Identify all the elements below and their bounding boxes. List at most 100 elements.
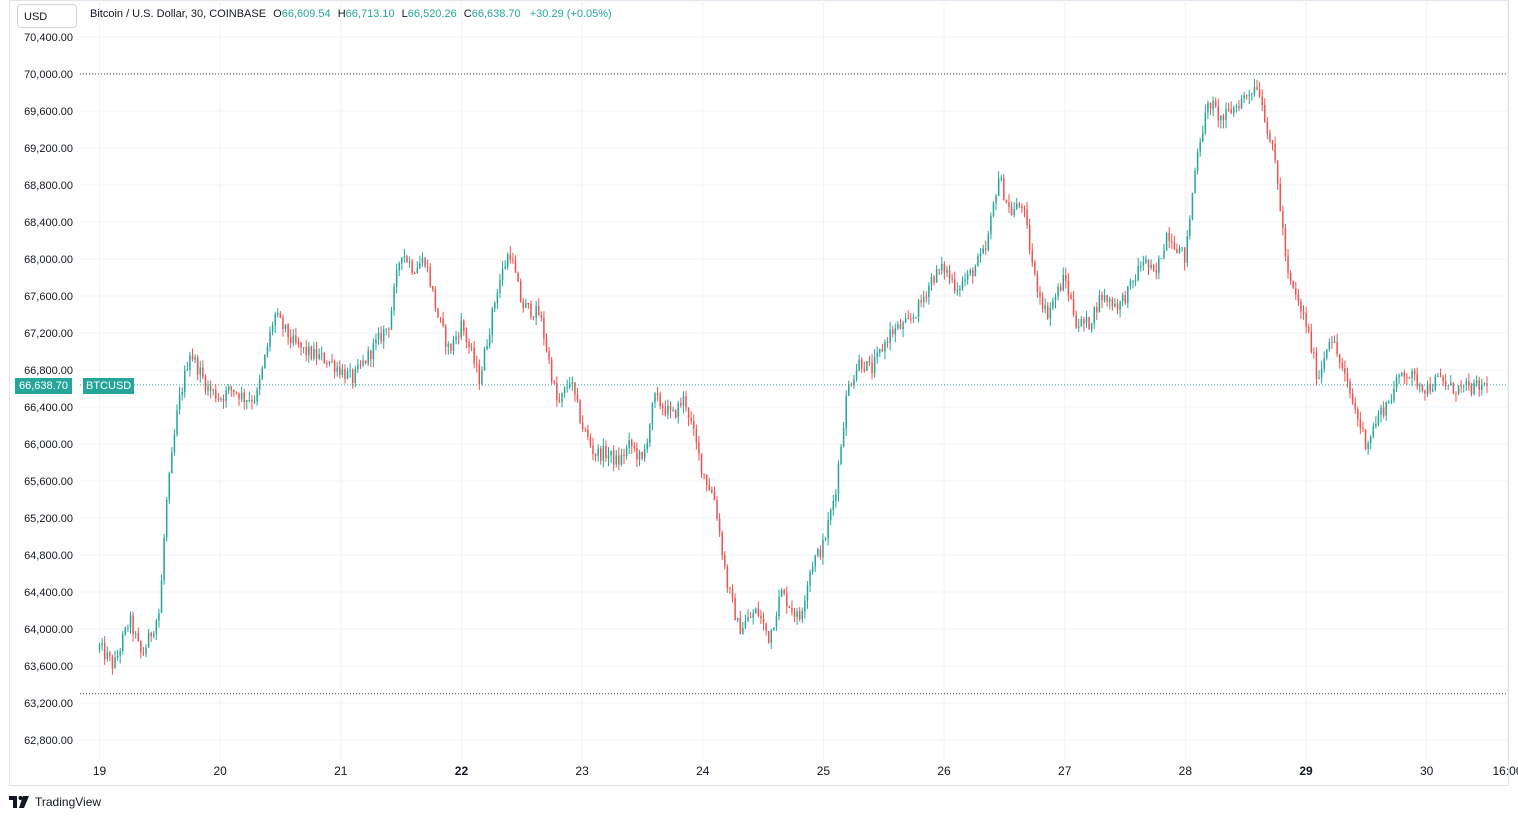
candle-body — [424, 258, 426, 267]
candle-body — [654, 393, 656, 403]
candle-body — [984, 248, 987, 250]
candle-body — [1258, 89, 1261, 97]
candle-body — [1310, 331, 1313, 353]
candle-body — [1292, 280, 1294, 289]
candle-body — [953, 279, 956, 291]
candle-body — [1059, 286, 1062, 291]
candle-body — [1142, 262, 1145, 266]
candle-body — [491, 308, 493, 335]
candle-body — [1207, 102, 1209, 113]
currency-button[interactable]: USD — [17, 4, 77, 28]
candle-body — [261, 367, 264, 379]
candle-body — [517, 272, 519, 282]
candle-body — [819, 549, 822, 558]
candle-body — [964, 279, 966, 282]
candle-body — [1178, 247, 1181, 254]
candle-body — [540, 315, 543, 318]
candle-body — [902, 322, 904, 330]
candle-body — [713, 492, 716, 501]
candle-body — [1256, 86, 1258, 90]
candle-body — [563, 387, 566, 394]
candle-body — [1240, 98, 1243, 109]
candle-body — [938, 269, 940, 271]
candle-body — [685, 396, 687, 408]
candle-body — [599, 448, 602, 461]
candle-body — [302, 347, 305, 349]
candle-body — [509, 254, 512, 260]
candle-body — [680, 403, 682, 406]
x-tick-label: 23 — [575, 764, 589, 778]
candle-body — [284, 324, 287, 329]
candle-body — [1111, 299, 1114, 307]
candle-body — [483, 348, 486, 371]
candle-body — [514, 259, 517, 273]
candle-body — [992, 203, 995, 217]
candle-body — [1372, 426, 1375, 437]
candle-body — [1406, 376, 1408, 378]
candle-body — [742, 627, 744, 635]
candle-body — [375, 339, 377, 344]
candle-body — [258, 378, 261, 390]
legend-high-label: H — [337, 8, 346, 20]
candle-body — [700, 453, 703, 474]
candle-body — [1036, 274, 1039, 292]
candle-body — [196, 357, 199, 375]
candle-body — [437, 308, 439, 318]
x-tick-label: 30 — [1420, 764, 1434, 778]
candle-body — [920, 300, 922, 303]
candle-body — [277, 313, 279, 315]
candle-body — [1098, 294, 1101, 313]
candle-body — [1116, 303, 1119, 310]
candle-body — [1455, 393, 1457, 395]
candle-body — [1121, 295, 1124, 302]
candle-body — [202, 367, 204, 377]
candle-body — [230, 386, 233, 390]
candle-body — [308, 346, 310, 356]
candle-body — [1439, 376, 1442, 378]
candle-body — [556, 382, 558, 401]
candle-body — [1015, 203, 1018, 210]
candle-body — [922, 296, 925, 303]
candle-body — [1090, 323, 1093, 330]
candle-body — [1233, 107, 1235, 114]
candle-body — [140, 640, 142, 653]
y-tick-label: 69,600.00 — [24, 106, 73, 118]
candle-body — [1411, 371, 1413, 378]
candle-body — [114, 657, 116, 668]
candle-body — [881, 349, 884, 352]
candle-body — [1251, 93, 1253, 96]
candle-body — [1323, 357, 1325, 369]
candle-body — [809, 571, 811, 586]
x-tick-label: 28 — [1179, 764, 1193, 778]
candle-body — [496, 292, 499, 304]
candle-body — [1313, 352, 1315, 354]
candle-body — [589, 436, 592, 446]
candle-body — [1077, 326, 1080, 328]
y-tick-label: 68,000.00 — [24, 254, 73, 266]
candle-body — [163, 537, 165, 581]
candle-body — [972, 270, 974, 277]
candle-body — [1261, 96, 1263, 106]
candle-body — [176, 410, 178, 435]
candle-body — [1341, 362, 1344, 369]
candle-body — [367, 350, 369, 364]
candle-body — [1478, 380, 1480, 390]
tradingview-logo[interactable]: TradingView — [9, 795, 101, 809]
x-tick-label: 16:00 — [1492, 764, 1518, 778]
candle-body — [1274, 143, 1276, 161]
candle-body — [1398, 375, 1400, 378]
candle-body — [705, 474, 708, 485]
candle-body — [628, 439, 630, 448]
y-tick-label: 66,400.00 — [24, 402, 73, 414]
candle-body — [248, 399, 251, 401]
candle-body — [1245, 95, 1248, 97]
candle-body — [1305, 313, 1307, 328]
candle-body — [899, 324, 902, 330]
candle-body — [408, 261, 411, 263]
candle-body — [519, 281, 522, 302]
candle-body — [674, 409, 677, 418]
candle-body — [1462, 384, 1465, 386]
candle-body — [362, 360, 364, 365]
candle-body — [266, 346, 269, 355]
